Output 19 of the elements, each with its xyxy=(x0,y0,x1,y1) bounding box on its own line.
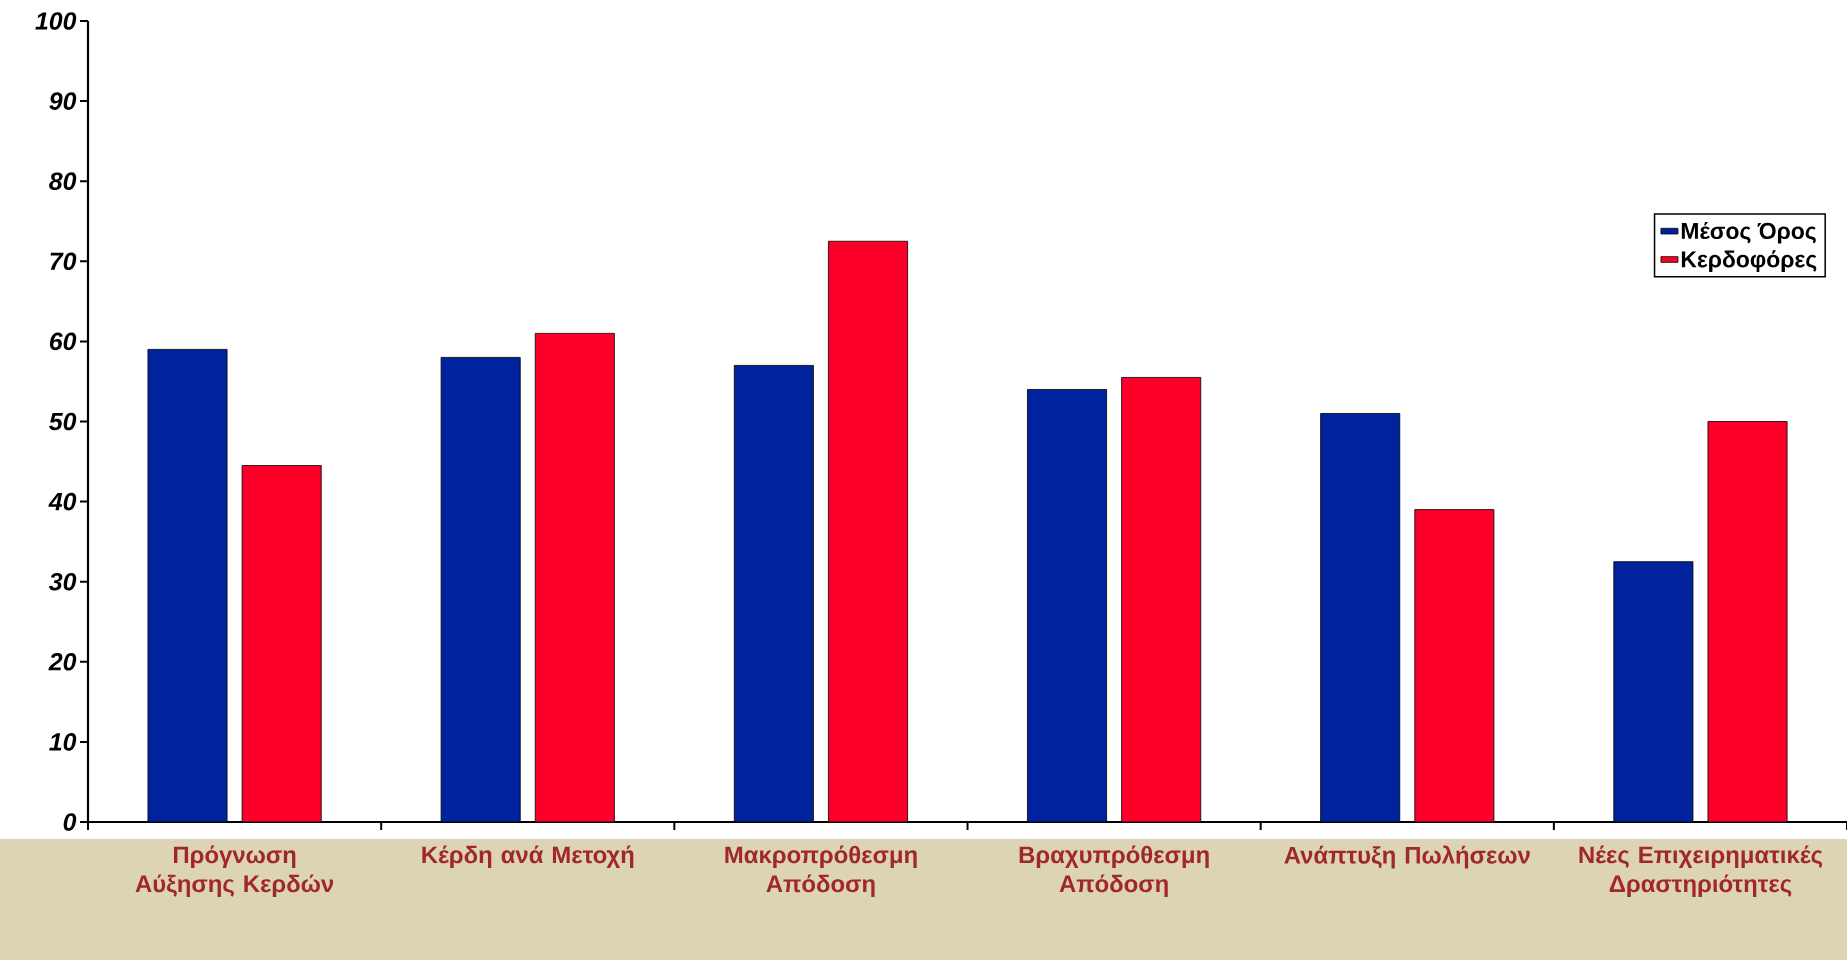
y-tick-label: 50 xyxy=(49,412,77,431)
x-tick-label: Μακροπρόθεσμη Απόδοση xyxy=(725,845,917,897)
x-tick-label: Νέες Επιχειρηματικές Δραστηριότητες xyxy=(1579,845,1823,897)
y-tick-label: 80 xyxy=(49,172,77,191)
y-tick-label: 60 xyxy=(49,332,77,351)
y-tick-label: 20 xyxy=(48,652,77,671)
y-tick-label: 40 xyxy=(48,492,77,511)
y-tick-label: 30 xyxy=(48,572,77,591)
legend-label: Μέσος Όρος xyxy=(1681,221,1816,244)
x-tick-label: Πρόγνωση Αύξησης Κερδών xyxy=(135,845,334,897)
x-tick-label: Ανάπτυξη Πωλήσεων xyxy=(1284,845,1530,869)
x-tick-label: Κέρδη ανά Μετοχή xyxy=(422,845,634,869)
y-tick-label: 70 xyxy=(50,252,77,271)
legend-label: Κερδοφόρες xyxy=(1681,250,1817,272)
y-tick-label: 10 xyxy=(49,733,77,751)
y-tick-label: 90 xyxy=(49,92,77,110)
y-tick-label: 100 xyxy=(35,12,77,30)
x-tick-label: Βραχυπρόθεσμη Απόδοση xyxy=(1019,845,1209,897)
y-tick-label: 0 xyxy=(63,813,77,831)
